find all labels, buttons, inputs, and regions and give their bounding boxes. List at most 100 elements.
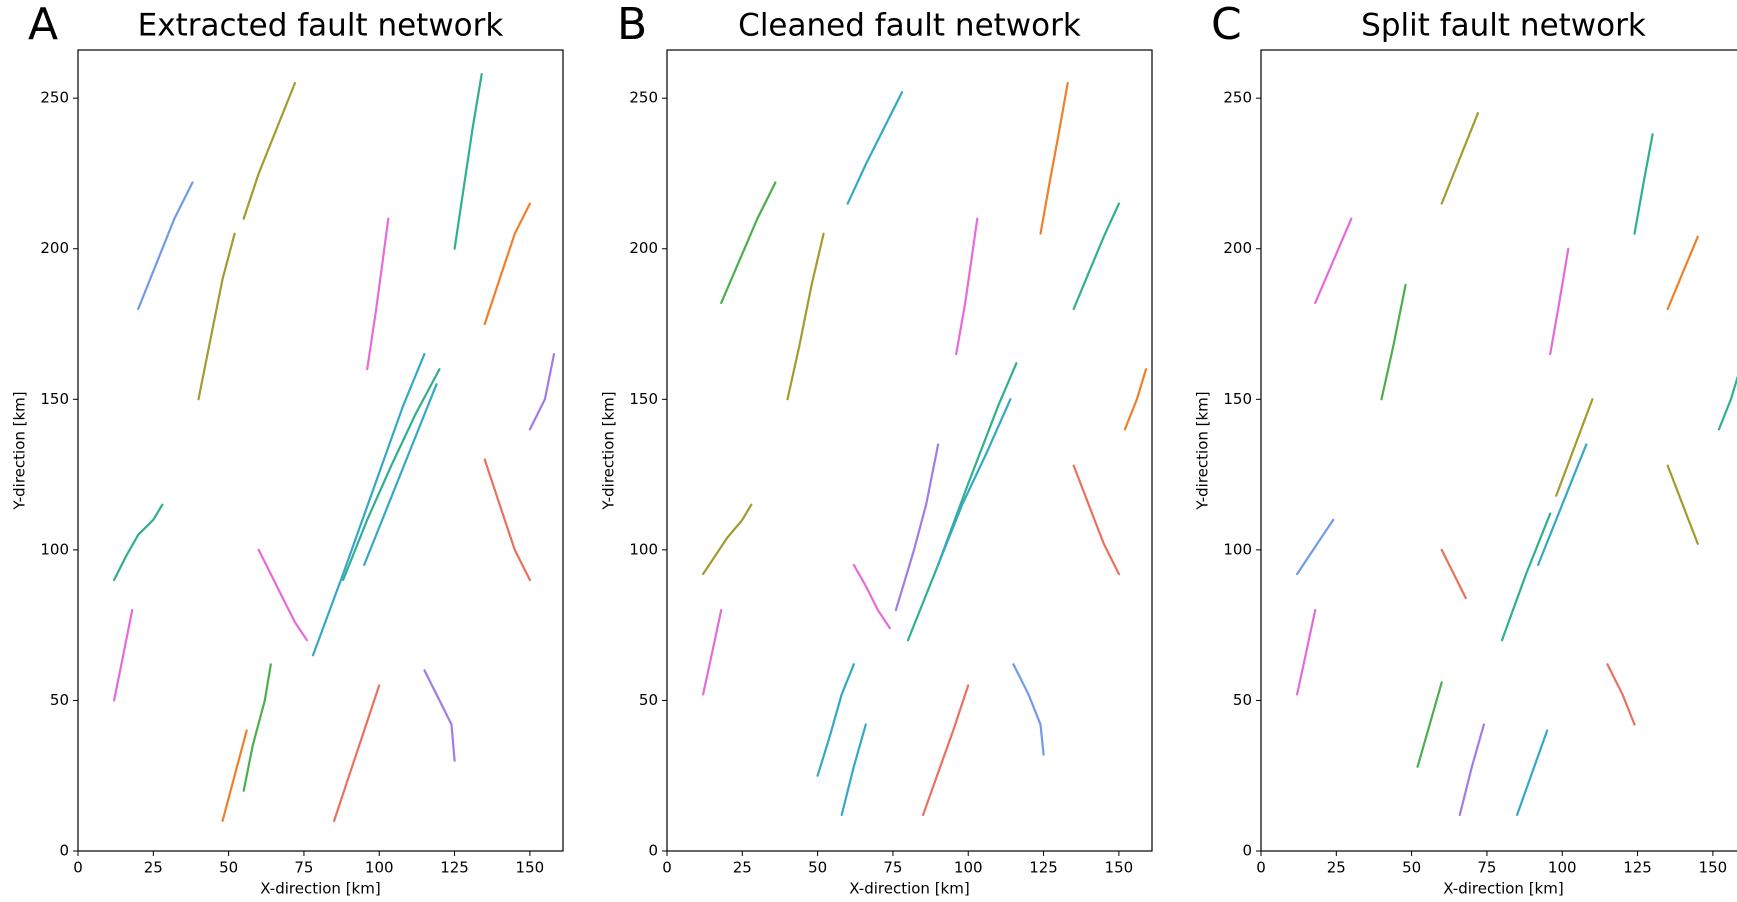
x-tick-label: 125 <box>440 859 469 877</box>
fault-segment <box>894 443 940 612</box>
y-tick-label: 0 <box>1242 842 1252 860</box>
y-tick-label: 100 <box>1223 540 1252 558</box>
fault-segment <box>1555 398 1594 497</box>
panel-label: B <box>617 0 647 50</box>
y-axis-label: Y-direction [km] <box>1194 391 1212 510</box>
fault-segment <box>257 548 308 642</box>
fault-segment <box>363 383 438 566</box>
panel-title: Cleaned fault network <box>738 8 1081 44</box>
y-tick-label: 50 <box>50 691 69 709</box>
fault-segment <box>816 663 855 777</box>
x-axis-label: X-direction [km] <box>260 880 380 898</box>
x-tick-label: 100 <box>1548 859 1577 877</box>
x-tick-label: 25 <box>733 859 752 877</box>
axes-frame <box>666 49 1153 852</box>
fault-segment <box>937 398 1012 566</box>
panel-title: Split fault network <box>1361 8 1646 44</box>
panel-label: A <box>28 0 58 50</box>
panel-title: Extracted fault network <box>138 8 504 44</box>
fault-segment <box>852 563 891 630</box>
x-axis-label: X-direction [km] <box>1443 880 1563 898</box>
y-axis-label: Y-direction [km] <box>600 391 618 510</box>
x-tick-label: 50 <box>219 859 238 877</box>
x-tick-label: 0 <box>73 859 83 877</box>
y-tick-label: 200 <box>1223 239 1252 257</box>
fault-segment <box>906 362 1018 642</box>
fault-segment <box>720 181 777 304</box>
fault-segment <box>1440 548 1467 600</box>
y-tick-label: 250 <box>40 89 69 107</box>
fault-segment <box>1296 609 1317 696</box>
fault-segment <box>1416 681 1443 768</box>
y-tick-label: 50 <box>1233 691 1252 709</box>
fault-segment <box>702 609 723 696</box>
x-tick-label: 0 <box>1256 859 1266 877</box>
fault-segment <box>1440 112 1479 205</box>
fault-segment <box>955 217 979 356</box>
y-tick-label: 250 <box>629 89 658 107</box>
fault-segment <box>1314 217 1353 304</box>
x-tick-label: 100 <box>954 859 983 877</box>
y-tick-label: 150 <box>1223 390 1252 408</box>
plot-area <box>702 82 1148 816</box>
fault-segment <box>1072 202 1120 311</box>
fault-segment <box>1717 375 1737 431</box>
y-tick-label: 150 <box>40 390 69 408</box>
fault-segment <box>1380 283 1407 401</box>
x-tick-label: 150 <box>516 859 545 877</box>
fault-segment <box>1296 518 1335 576</box>
fault-segment <box>1606 663 1636 726</box>
fault-segment <box>113 503 164 582</box>
y-axis-label: Y-direction [km] <box>11 391 29 510</box>
fault-segment <box>702 503 753 576</box>
fault-segment <box>113 609 134 702</box>
y-tick-label: 250 <box>1223 89 1252 107</box>
fault-segment <box>242 82 296 220</box>
x-tick-label: 0 <box>662 859 672 877</box>
x-tick-label: 75 <box>1477 859 1496 877</box>
fault-segment <box>846 91 904 205</box>
fault-segment <box>1666 235 1699 311</box>
fault-segment <box>342 368 441 582</box>
fault-segment <box>786 232 825 401</box>
y-tick-label: 100 <box>629 540 658 558</box>
panel: B Cleaned fault network 0 25 50 75 100 125 150 0 5… <box>600 0 1153 898</box>
fault-segment <box>1666 464 1699 545</box>
fault-segment <box>1458 723 1485 816</box>
x-tick-label: 150 <box>1699 859 1728 877</box>
fault-segment <box>197 232 236 401</box>
x-tick-label: 75 <box>883 859 902 877</box>
fault-segment <box>1549 247 1570 356</box>
x-axis-label: X-direction [km] <box>849 880 969 898</box>
fault-segment <box>1516 729 1549 816</box>
plot-area <box>1296 112 1737 816</box>
fault-segment <box>840 723 867 816</box>
fault-segment <box>1537 443 1588 566</box>
fault-segment <box>1072 464 1120 576</box>
fault-segment <box>311 353 426 657</box>
y-tick-label: 200 <box>40 239 69 257</box>
fault-segment <box>483 458 531 582</box>
x-tick-label: 25 <box>1327 859 1346 877</box>
fault-segment <box>1012 663 1045 756</box>
x-tick-label: 100 <box>365 859 394 877</box>
x-tick-label: 50 <box>808 859 827 877</box>
x-tick-label: 125 <box>1623 859 1652 877</box>
fault-segment <box>1039 82 1069 235</box>
x-tick-label: 150 <box>1105 859 1134 877</box>
fault-segment <box>1123 368 1148 431</box>
fault-segment <box>1500 512 1552 642</box>
y-tick-label: 0 <box>648 842 658 860</box>
y-tick-label: 100 <box>40 540 69 558</box>
plot-area <box>113 73 556 822</box>
fault-segment <box>1633 133 1654 235</box>
x-tick-label: 125 <box>1029 859 1058 877</box>
fault-segment <box>528 353 556 431</box>
fault-segment <box>137 181 194 311</box>
y-tick-label: 0 <box>59 842 69 860</box>
fault-segment <box>922 684 970 816</box>
y-tick-label: 200 <box>629 239 658 257</box>
y-tick-label: 150 <box>629 390 658 408</box>
